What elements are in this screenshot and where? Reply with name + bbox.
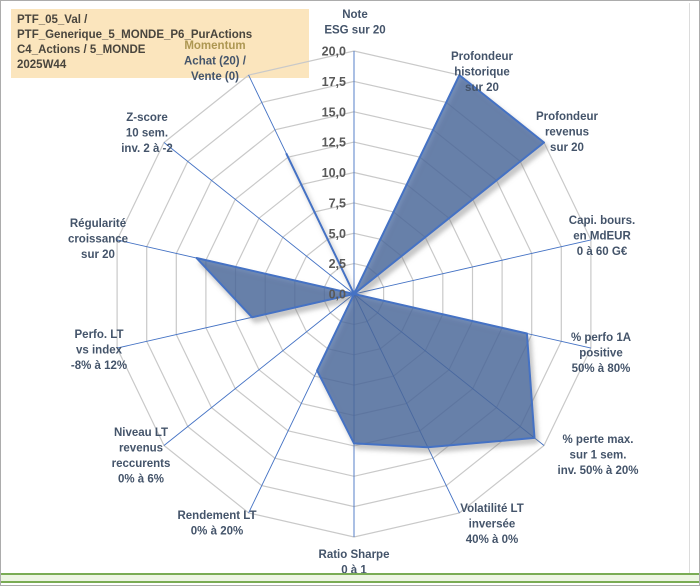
- axis-label-pct-perfo-1a: positive: [579, 348, 622, 360]
- axis-label-profondeur-revenus: sur 20: [550, 142, 584, 154]
- axis-label-volatilite-lt: inversée: [469, 519, 516, 531]
- axis-label-profondeur-historique: sur 20: [465, 82, 499, 94]
- axis-label-pct-perfo-1a: 50% à 80%: [572, 363, 631, 375]
- axis-label-profondeur-revenus: Profondeur: [536, 111, 598, 123]
- axis-label-z-score: Z-score: [126, 112, 168, 124]
- axis-label-note-esg: Note: [342, 9, 368, 21]
- axis-label-profondeur-historique: Profondeur: [451, 51, 513, 63]
- axis-label-perfo-lt-vs-index: Perfo. LT: [75, 329, 124, 341]
- radial-tick-label: 20,0: [322, 45, 346, 59]
- axis-label-profondeur-historique: historique: [454, 67, 510, 79]
- radar-axis-line: [163, 142, 355, 295]
- chart-title-box: PTF_05_Val / PTF_Generique_5_MONDE_P6_Pu…: [11, 9, 309, 78]
- axis-label-momentum: Momentum: [184, 40, 245, 52]
- title-line-2: C4_Actions / 5_MONDE: [17, 44, 146, 56]
- axis-label-volatilite-lt: 40% à 0%: [466, 534, 518, 546]
- axis-label-pct-perte-max: sur 1 sem.: [570, 450, 627, 462]
- sheet-bottom-band: [1, 573, 699, 583]
- axis-label-note-esg: ESG sur 20: [324, 25, 385, 37]
- axis-label-capi-boursiere: en MdEUR: [573, 231, 631, 243]
- radial-tick-label: 15,0: [322, 105, 346, 119]
- axis-label-rendement-lt: 0% à 20%: [191, 526, 243, 538]
- window-edge-line: [689, 3, 690, 575]
- axis-label-pct-perte-max: inv. 50% à 20%: [558, 465, 639, 477]
- axis-label-capi-boursiere: 0 à 60 G€: [577, 246, 628, 258]
- radial-tick-label: 2,5: [329, 257, 346, 271]
- radar-axis-line: [163, 293, 355, 446]
- axis-label-profondeur-revenus: revenus: [545, 127, 589, 139]
- title-line-3: 2025W44: [17, 59, 67, 71]
- radial-tick-label: 0,0: [329, 288, 346, 302]
- title-line-1: PTF_05_Val / PTF_Generique_5_MONDE_P6_Pu…: [17, 14, 253, 41]
- radial-tick-label: 7,5: [329, 196, 346, 210]
- axis-label-perfo-lt-vs-index: -8% à 12%: [71, 360, 127, 372]
- axis-label-capi-boursiere: Capi. bours.: [569, 215, 635, 227]
- axis-label-ratio-sharpe: Ratio Sharpe: [319, 549, 390, 561]
- axis-label-regularite-croissance: croissance: [68, 234, 128, 246]
- radial-tick-label: 17,5: [322, 75, 346, 89]
- axis-label-niveau-lt-revenus: Niveau LT: [114, 427, 168, 439]
- axis-label-pct-perte-max: % perte max.: [563, 434, 634, 446]
- axis-label-niveau-lt-revenus: revenus: [119, 443, 163, 455]
- axis-label-momentum: Achat (20) /: [184, 56, 247, 68]
- axis-label-z-score: inv. 2 à -2: [121, 143, 173, 155]
- axis-label-volatilite-lt: Volatilité LT: [460, 503, 523, 515]
- axis-label-niveau-lt-revenus: reccurents: [112, 458, 171, 470]
- radial-tick-label: 5,0: [329, 227, 346, 241]
- radar-axis-line: [353, 239, 592, 295]
- axis-label-niveau-lt-revenus: 0% à 6%: [118, 474, 164, 486]
- axis-label-regularite-croissance: sur 20: [81, 249, 115, 261]
- axis-label-regularite-croissance: Régularité: [70, 218, 126, 230]
- axis-label-perfo-lt-vs-index: vs index: [76, 345, 123, 357]
- axis-label-pct-perfo-1a: % perfo 1A: [571, 332, 631, 344]
- radial-tick-label: 10,0: [322, 166, 346, 180]
- axis-label-rendement-lt: Rendement LT: [177, 510, 256, 522]
- axis-label-momentum: Vente (0): [191, 71, 239, 83]
- radar-data-polygon: [195, 74, 545, 449]
- axis-label-z-score: 10 sem.: [126, 128, 168, 140]
- radial-tick-label: 12,5: [322, 136, 346, 150]
